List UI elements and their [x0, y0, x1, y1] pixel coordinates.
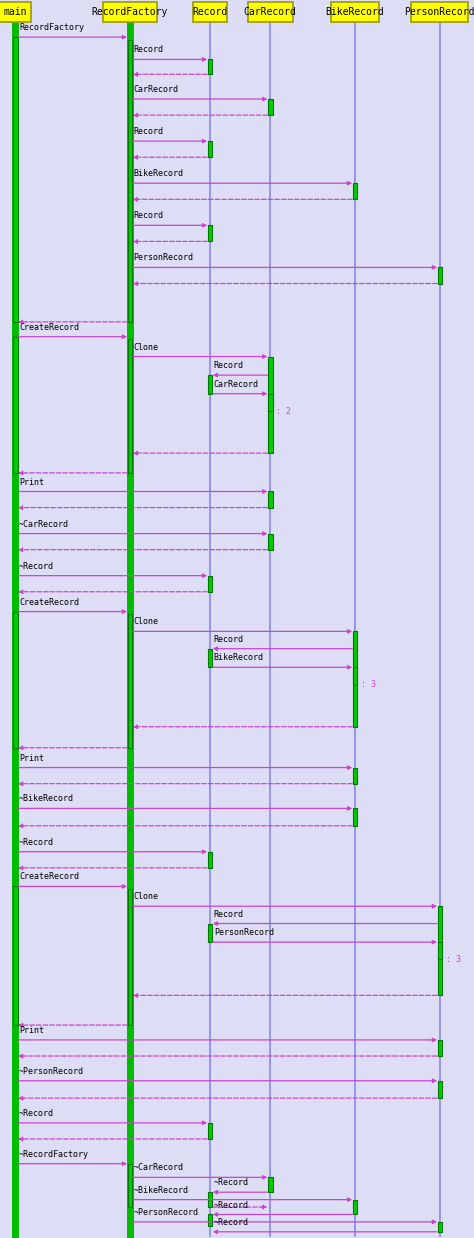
- Text: ~Record: ~Record: [19, 838, 54, 847]
- Text: ~Record: ~Record: [214, 1179, 249, 1187]
- Text: ~BikeRecord: ~BikeRecord: [134, 1186, 189, 1195]
- Text: BikeRecord: BikeRecord: [134, 170, 183, 178]
- Text: ~Record: ~Record: [214, 1218, 249, 1227]
- FancyBboxPatch shape: [0, 1, 31, 21]
- Text: CreateRecord: CreateRecord: [19, 598, 79, 607]
- Text: Record: Record: [214, 635, 244, 644]
- Text: Record: Record: [134, 46, 164, 54]
- Text: Record: Record: [214, 910, 244, 919]
- FancyBboxPatch shape: [411, 1, 468, 21]
- Text: main: main: [3, 6, 27, 17]
- Bar: [208, 1214, 212, 1226]
- Bar: [208, 59, 212, 74]
- Bar: [208, 1123, 212, 1139]
- Bar: [128, 614, 132, 748]
- Text: PersonRecord: PersonRecord: [405, 6, 474, 17]
- Bar: [353, 808, 357, 826]
- Bar: [438, 1040, 442, 1056]
- Bar: [353, 768, 357, 784]
- Text: BikeRecord: BikeRecord: [214, 654, 264, 662]
- Text: PersonRecord: PersonRecord: [134, 254, 194, 262]
- Text: ~Record: ~Record: [19, 1109, 54, 1118]
- Text: ~CarRecord: ~CarRecord: [134, 1164, 183, 1172]
- Bar: [208, 924, 212, 942]
- Bar: [208, 141, 212, 157]
- Bar: [208, 576, 212, 592]
- Text: Print: Print: [19, 1026, 44, 1035]
- Text: RecordFactory: RecordFactory: [91, 6, 168, 17]
- Text: BikeRecord: BikeRecord: [326, 6, 384, 17]
- Bar: [128, 40, 132, 322]
- Text: Record: Record: [134, 128, 164, 136]
- Bar: [208, 1192, 212, 1207]
- FancyBboxPatch shape: [192, 1, 228, 21]
- Bar: [438, 1081, 442, 1098]
- Bar: [128, 889, 132, 1025]
- Text: Record: Record: [134, 212, 164, 220]
- Text: Record: Record: [192, 6, 228, 17]
- Bar: [13, 612, 18, 748]
- Bar: [268, 1177, 273, 1192]
- Bar: [438, 1222, 442, 1232]
- Text: ~Record: ~Record: [214, 1201, 249, 1210]
- Bar: [128, 1164, 132, 1207]
- Text: CreateRecord: CreateRecord: [19, 873, 79, 881]
- Bar: [353, 631, 357, 727]
- Text: RecordFactory: RecordFactory: [19, 24, 84, 32]
- FancyBboxPatch shape: [247, 1, 292, 21]
- Text: CarRecord: CarRecord: [214, 380, 259, 389]
- FancyBboxPatch shape: [102, 1, 157, 21]
- Text: CreateRecord: CreateRecord: [19, 323, 79, 332]
- Text: ~Record: ~Record: [19, 562, 54, 571]
- FancyBboxPatch shape: [331, 1, 379, 21]
- Text: PersonRecord: PersonRecord: [214, 928, 274, 937]
- Text: Clone: Clone: [134, 618, 159, 626]
- Text: Clone: Clone: [134, 343, 159, 352]
- Bar: [128, 339, 132, 473]
- Text: CarRecord: CarRecord: [134, 85, 179, 94]
- Bar: [13, 37, 18, 322]
- Bar: [438, 942, 442, 959]
- Bar: [208, 649, 212, 667]
- Bar: [268, 534, 273, 550]
- Text: Clone: Clone: [134, 893, 159, 901]
- Text: : 3: : 3: [361, 680, 376, 690]
- Text: : 2: : 2: [276, 406, 292, 416]
- Bar: [438, 267, 442, 284]
- Bar: [268, 99, 273, 115]
- Text: Print: Print: [19, 478, 44, 487]
- Text: Print: Print: [19, 754, 44, 763]
- Bar: [268, 357, 273, 453]
- Bar: [268, 491, 273, 508]
- Bar: [438, 906, 442, 995]
- Text: CarRecord: CarRecord: [244, 6, 297, 17]
- Text: ~BikeRecord: ~BikeRecord: [19, 795, 74, 803]
- Bar: [353, 667, 357, 685]
- Text: Record: Record: [214, 361, 244, 370]
- Bar: [353, 183, 357, 199]
- Text: ~CarRecord: ~CarRecord: [19, 520, 69, 529]
- Bar: [208, 852, 212, 868]
- Text: ~PersonRecord: ~PersonRecord: [19, 1067, 84, 1076]
- Bar: [208, 225, 212, 241]
- Bar: [13, 337, 18, 473]
- Bar: [353, 1200, 357, 1214]
- Bar: [208, 375, 212, 394]
- Text: ~RecordFactory: ~RecordFactory: [19, 1150, 89, 1159]
- Bar: [268, 394, 273, 411]
- Bar: [13, 886, 18, 1025]
- Text: : 3: : 3: [446, 954, 461, 964]
- Text: ~PersonRecord: ~PersonRecord: [134, 1208, 199, 1217]
